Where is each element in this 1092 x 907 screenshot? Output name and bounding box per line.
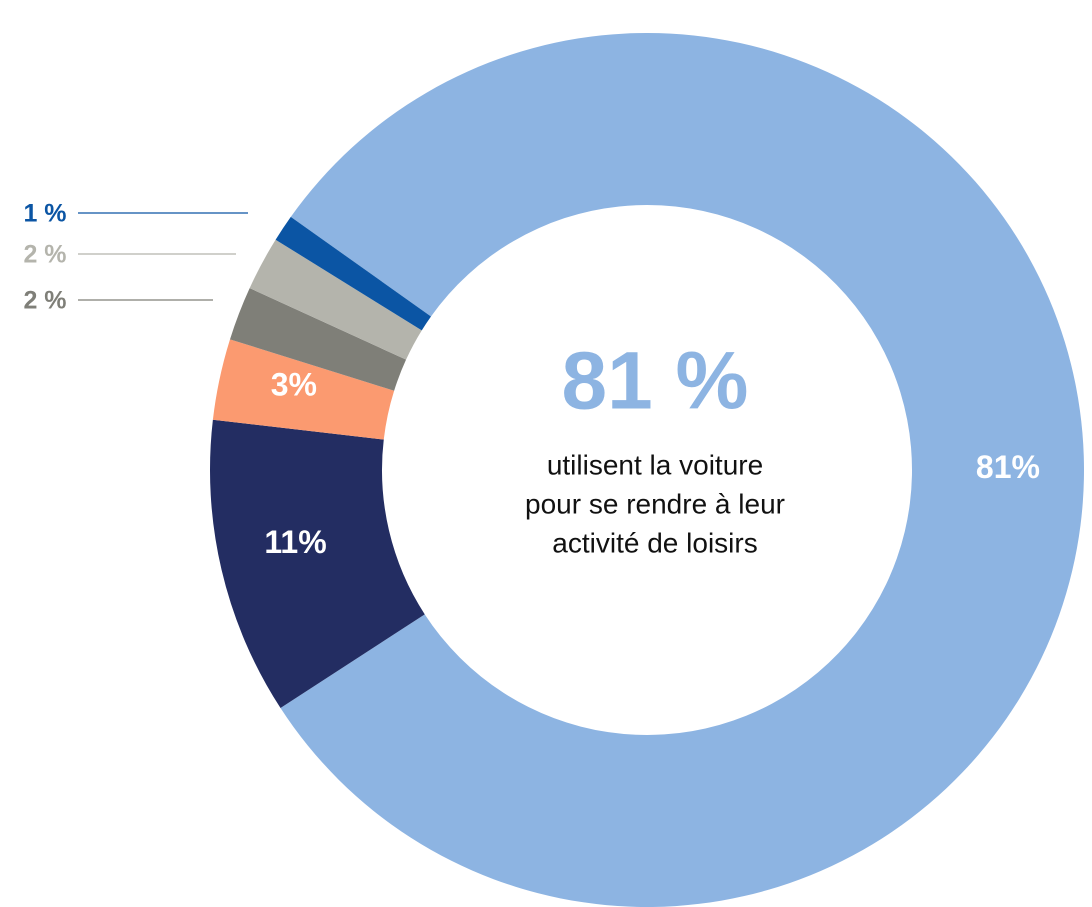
slice (275, 216, 431, 331)
value-label: 81% (976, 449, 1040, 485)
center-value: 81 % (562, 336, 749, 427)
value-label: 2 % (23, 287, 66, 315)
slice (209, 419, 425, 709)
center-text: activité de loisirs (552, 527, 757, 558)
slice (229, 288, 407, 391)
slice (212, 339, 395, 440)
slice (280, 33, 1084, 907)
value-label: 3% (271, 366, 317, 402)
center-text: utilisent la voiture (547, 449, 763, 480)
slice (249, 239, 422, 360)
value-label: 2 % (23, 241, 66, 269)
center-text: pour se rendre à leur (525, 488, 785, 519)
value-label: 11% (264, 524, 326, 560)
value-label: 1 % (23, 200, 66, 228)
